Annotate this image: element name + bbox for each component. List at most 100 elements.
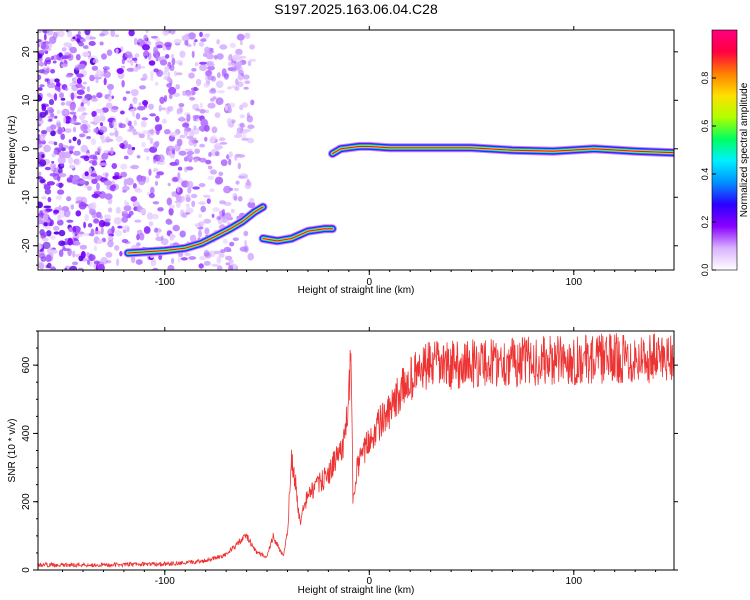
noise-blob	[238, 55, 247, 59]
noise-blob	[202, 194, 211, 198]
noise-blob	[71, 174, 80, 182]
noise-blob	[81, 86, 86, 90]
noise-blob	[130, 165, 135, 169]
noise-blob	[39, 111, 47, 118]
noise-blob	[135, 112, 141, 120]
noise-blob	[99, 126, 108, 133]
noise-blob	[239, 40, 243, 46]
noise-blob	[51, 160, 55, 164]
noise-blob	[119, 250, 123, 257]
noise-blob	[169, 154, 175, 159]
noise-blob	[150, 70, 154, 78]
noise-blob	[247, 124, 255, 130]
noise-blob	[109, 132, 115, 136]
noise-blob	[181, 212, 188, 218]
noise-blob	[214, 112, 221, 118]
noise-blob	[152, 267, 159, 270]
noise-blob	[191, 50, 195, 59]
noise-blob	[228, 265, 233, 270]
noise-blob	[242, 128, 252, 133]
noise-blob	[66, 177, 72, 183]
noise-blob	[64, 267, 68, 270]
noise-blob	[66, 196, 72, 202]
noise-blob	[188, 256, 197, 260]
noise-blob	[87, 259, 90, 265]
noise-blob	[133, 37, 138, 46]
noise-blob	[81, 97, 89, 105]
noise-blob	[230, 208, 235, 214]
noise-blob	[95, 108, 104, 114]
noise-blob	[243, 86, 249, 90]
noise-blob	[125, 202, 130, 206]
noise-blob	[176, 72, 183, 76]
noise-blob	[234, 153, 243, 158]
noise-blob	[176, 138, 183, 147]
noise-blob	[179, 134, 186, 139]
noise-blob	[210, 169, 217, 175]
noise-blob	[224, 105, 229, 111]
noise-blob	[130, 196, 138, 202]
noise-blob	[166, 77, 172, 83]
noise-blob	[174, 70, 178, 77]
noise-blob	[76, 233, 83, 238]
noise-blob	[140, 208, 146, 214]
noise-blob	[58, 151, 67, 159]
noise-blob	[44, 78, 49, 82]
noise-blob	[204, 136, 208, 142]
noise-blob	[89, 36, 96, 40]
noise-blob	[148, 168, 152, 176]
noise-blob	[155, 115, 160, 123]
noise-blob	[243, 230, 249, 237]
noise-blob	[167, 105, 174, 112]
noise-blob	[178, 150, 187, 156]
noise-blob	[193, 158, 198, 163]
noise-blob	[244, 32, 251, 39]
noise-blob	[227, 86, 232, 90]
noise-blob	[180, 195, 185, 202]
noise-blob	[195, 78, 202, 86]
noise-blob	[209, 188, 215, 192]
noise-blob	[194, 39, 198, 43]
noise-blob	[114, 175, 123, 180]
noise-blob	[184, 148, 193, 152]
noise-blob	[215, 97, 224, 105]
x-tick-label: 100	[565, 576, 582, 587]
noise-blob	[150, 35, 159, 39]
noise-blob	[207, 102, 216, 109]
noise-blob	[52, 60, 57, 64]
x-tick-label: -100	[155, 277, 175, 288]
noise-blob	[194, 148, 201, 154]
noise-blob	[38, 96, 43, 102]
noise-blob	[99, 162, 108, 166]
noise-blob	[229, 187, 233, 191]
noise-blob	[121, 216, 128, 223]
y-axis-label: Frequency (Hz)	[7, 116, 18, 185]
noise-blob	[209, 88, 217, 94]
noise-blob	[113, 217, 122, 225]
noise-blob	[157, 154, 165, 163]
noise-blob	[179, 230, 186, 238]
noise-blob	[192, 127, 200, 135]
noise-blob	[115, 135, 123, 143]
noise-blob	[90, 173, 98, 177]
noise-blob	[50, 235, 56, 240]
noise-blob	[199, 157, 207, 163]
colorbar-tick-label: 0.2	[700, 216, 710, 229]
noise-blob	[211, 263, 220, 267]
noise-blob	[68, 156, 74, 165]
noise-blob	[48, 118, 53, 122]
noise-blob	[39, 133, 46, 142]
noise-blob	[79, 244, 87, 250]
noise-blob	[53, 54, 58, 61]
noise-blob	[91, 178, 98, 184]
noise-blob	[188, 138, 195, 146]
noise-blob	[38, 39, 42, 43]
noise-blob	[78, 201, 87, 210]
ridge-stroke	[127, 206, 264, 254]
noise-blob	[158, 56, 162, 62]
noise-blob	[183, 128, 189, 137]
noise-blob	[184, 40, 189, 46]
noise-blob	[56, 122, 61, 128]
noise-blob	[142, 44, 150, 51]
